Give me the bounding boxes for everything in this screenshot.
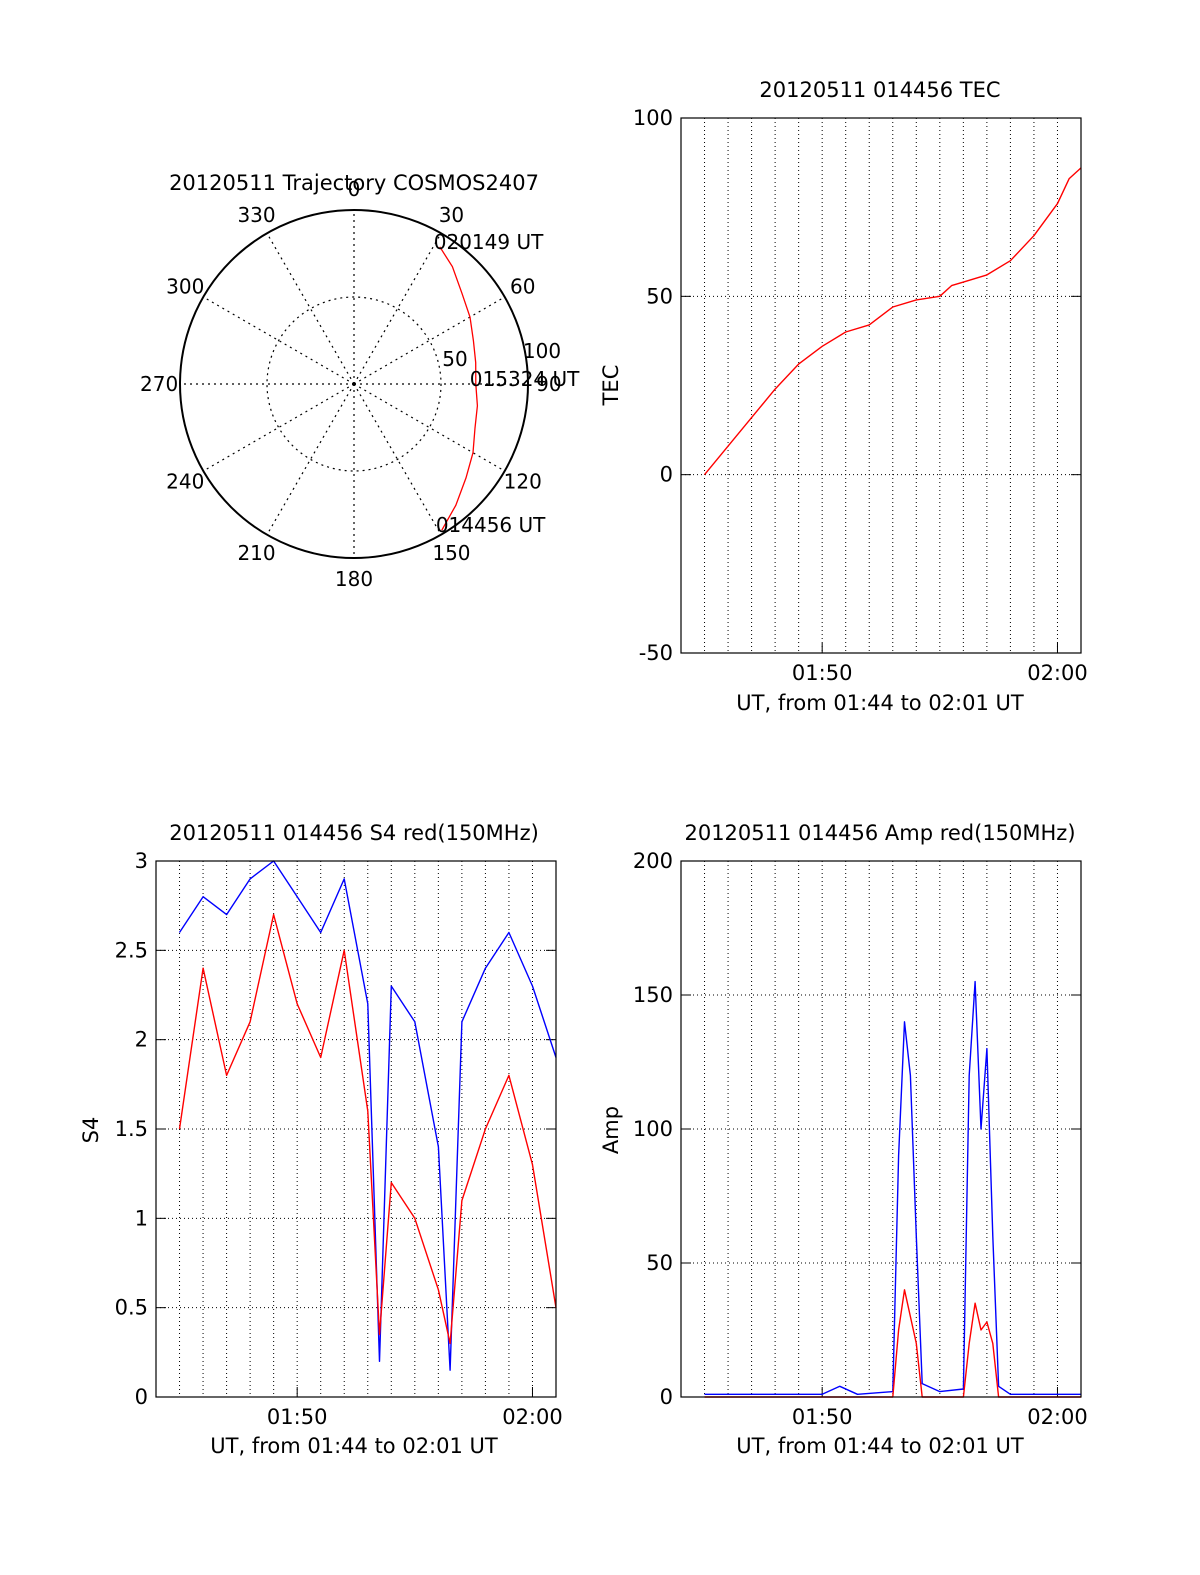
tec-chart: 20120511 014456 TEC UT, from 01:44 to 02… <box>599 78 1088 715</box>
polar-azimuth-label: 150 <box>432 541 470 565</box>
trajectory-annotation: 020149 UT <box>434 230 544 254</box>
polar-azimuth-label: 120 <box>504 469 542 493</box>
s4-title: 20120511 014456 S4 red(150MHz) <box>169 821 539 845</box>
tec-ylabel: TEC <box>599 365 623 407</box>
y-tick-label: -50 <box>639 641 673 665</box>
x-tick-label: 02:00 <box>1027 1405 1088 1429</box>
tec-title: 20120511 014456 TEC <box>759 78 1000 102</box>
polar-outer-ring <box>179 209 529 559</box>
s4-ylabel: S4 <box>79 1117 103 1144</box>
polar-azimuth-label: 90 <box>536 372 561 396</box>
x-tick-label: 02:00 <box>502 1405 563 1429</box>
trajectory-path <box>439 246 479 531</box>
amp-chart: 20120511 014456 Amp red(150MHz) UT, from… <box>599 821 1088 1458</box>
polar-spoke-300 <box>203 296 355 385</box>
trajectory-annotation: 014456 UT <box>436 513 546 537</box>
series-line-0 <box>178 860 557 1371</box>
polar-spoke-240 <box>203 383 355 472</box>
y-tick-label: 150 <box>633 983 673 1007</box>
y-tick-label: 0 <box>135 1385 148 1409</box>
y-tick-label: 0 <box>660 1385 673 1409</box>
y-tick-label: 0.5 <box>115 1296 148 1320</box>
y-tick-label: 100 <box>633 106 673 130</box>
y-tick-label: 3 <box>135 849 148 873</box>
y-tick-label: 100 <box>633 1117 673 1141</box>
polar-azimuth-label: 180 <box>335 567 373 591</box>
y-tick-label: 2 <box>135 1028 148 1052</box>
y-tick-label: 200 <box>633 849 673 873</box>
s4-chart: 20120511 014456 S4 red(150MHz) UT, from … <box>79 821 563 1458</box>
polar-ring-label: 100 <box>523 339 561 363</box>
polar-spoke-150 <box>353 383 442 535</box>
polar-azimuth-label: 30 <box>439 203 464 227</box>
plot-frame <box>680 117 1082 654</box>
trajectory-annotation: 015324 UT <box>470 367 580 391</box>
polar-spoke-210 <box>266 383 355 535</box>
amp-ylabel: Amp <box>599 1106 623 1154</box>
polar-spoke-330 <box>266 233 355 385</box>
y-tick-label: 2.5 <box>115 938 148 962</box>
polar-azimuth-label: 60 <box>510 275 535 299</box>
trajectory-polar-chart: 20120511 Trajectory COSMOS2407 0 30 60 90 12… <box>140 171 580 591</box>
polar-azimuth-label: 240 <box>166 469 204 493</box>
series-line-0 <box>703 167 1082 476</box>
y-tick-label: 50 <box>646 284 673 308</box>
s4-xlabel: UT, from 01:44 to 02:01 UT <box>210 1434 498 1458</box>
polar-azimuth-label: 330 <box>237 203 275 227</box>
tec-xlabel: UT, from 01:44 to 02:01 UT <box>736 691 1024 715</box>
y-tick-label: 50 <box>646 1251 673 1275</box>
polar-azimuth-label: 210 <box>237 541 275 565</box>
amp-xlabel: UT, from 01:44 to 02:01 UT <box>736 1434 1024 1458</box>
y-tick-label: 0 <box>660 463 673 487</box>
polar-spoke-60 <box>353 296 505 385</box>
polar-spoke-120 <box>353 383 505 472</box>
polar-title: 20120511 Trajectory COSMOS2407 <box>169 171 539 195</box>
x-tick-label: 02:00 <box>1027 661 1088 685</box>
plot-frame <box>680 860 1082 1398</box>
y-tick-label: 1.5 <box>115 1117 148 1141</box>
x-tick-label: 01:50 <box>792 1405 853 1429</box>
polar-ring-50 <box>266 296 442 472</box>
plot-frame <box>155 860 557 1398</box>
polar-azimuth-label: 0 <box>348 177 361 201</box>
polar-ring-label: 50 <box>442 347 467 371</box>
polar-azimuth-label: 270 <box>140 372 178 396</box>
x-tick-label: 01:50 <box>792 661 853 685</box>
series-line-1 <box>178 913 557 1345</box>
series-line-0 <box>704 980 1081 1395</box>
polar-spoke-30 <box>353 233 442 385</box>
amp-title: 20120511 014456 Amp red(150MHz) <box>684 821 1075 845</box>
y-tick-label: 1 <box>135 1206 148 1230</box>
polar-azimuth-label: 300 <box>166 275 204 299</box>
x-tick-label: 01:50 <box>267 1405 328 1429</box>
